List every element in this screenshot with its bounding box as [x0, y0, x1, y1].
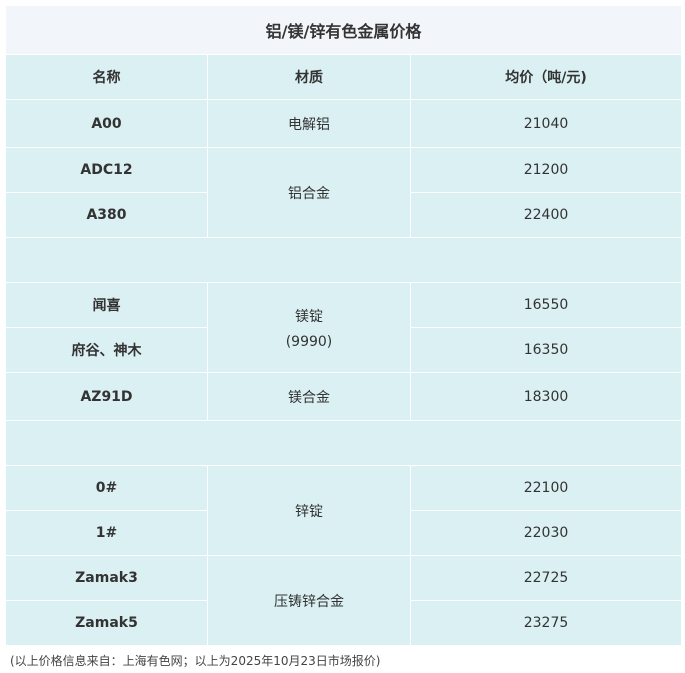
header-material: 材质: [207, 54, 411, 100]
cell-name: 府谷、神木: [5, 327, 208, 373]
table-row: A380 22400: [5, 192, 682, 238]
material-label: 镁锭: [295, 308, 323, 325]
table-row: ADC12 铝合金 21200: [5, 147, 682, 238]
cell-price: 21040: [410, 99, 682, 148]
price-table: 铝/镁/锌有色金属价格 名称 材质 均价（吨/元) A00 电解铝 21040 ADC1…: [5, 5, 682, 646]
cell-material: 锌锭: [207, 465, 411, 556]
cell-price: 21200: [410, 147, 682, 193]
table-row: Zamak5 23275: [5, 600, 682, 646]
cell-name: 1#: [5, 510, 208, 556]
cell-material: 镁合金: [207, 372, 411, 421]
cell-name: Zamak3: [5, 555, 208, 601]
cell-price: 22400: [410, 192, 682, 238]
cell-name: AZ91D: [5, 372, 208, 421]
table-row: Zamak3 压铸锌合金 22725: [5, 555, 682, 646]
cell-name: A380: [5, 192, 208, 238]
cell-price: 16350: [410, 327, 682, 373]
spacer-row: [5, 420, 682, 466]
material-grade: (9990): [285, 333, 333, 350]
source-note: (以上价格信息来自：上海有色网；以上为2025年10月23日市场报价): [10, 654, 381, 668]
table-title: 铝/镁/锌有色金属价格: [5, 5, 682, 55]
cell-material: 铝合金: [207, 147, 411, 238]
cell-material: 电解铝: [207, 99, 411, 148]
table-row: 0# 锌锭 22100: [5, 465, 682, 556]
cell-material: 镁锭 (9990): [207, 282, 411, 373]
header-price: 均价（吨/元): [410, 54, 682, 100]
table-row: AZ91D 镁合金 18300: [5, 372, 682, 421]
spacer-row: [5, 237, 682, 283]
cell-price: 22725: [410, 555, 682, 601]
cell-price: 23275: [410, 600, 682, 646]
cell-material: 压铸锌合金: [207, 555, 411, 646]
cell-name: ADC12: [5, 147, 208, 193]
cell-price: 18300: [410, 372, 682, 421]
cell-price: 22030: [410, 510, 682, 556]
cell-name: Zamak5: [5, 600, 208, 646]
cell-price: 16550: [410, 282, 682, 328]
cell-name: 0#: [5, 465, 208, 511]
table-row: A00 电解铝 21040: [5, 99, 682, 148]
table-row: 1# 22030: [5, 510, 682, 556]
table-row: 府谷、神木 16350: [5, 327, 682, 373]
cell-name: 闻喜: [5, 282, 208, 328]
cell-name: A00: [5, 99, 208, 148]
cell-price: 22100: [410, 465, 682, 511]
header-name: 名称: [5, 54, 208, 100]
table-row: 闻喜镁锭 (9990) 16550: [5, 282, 682, 373]
